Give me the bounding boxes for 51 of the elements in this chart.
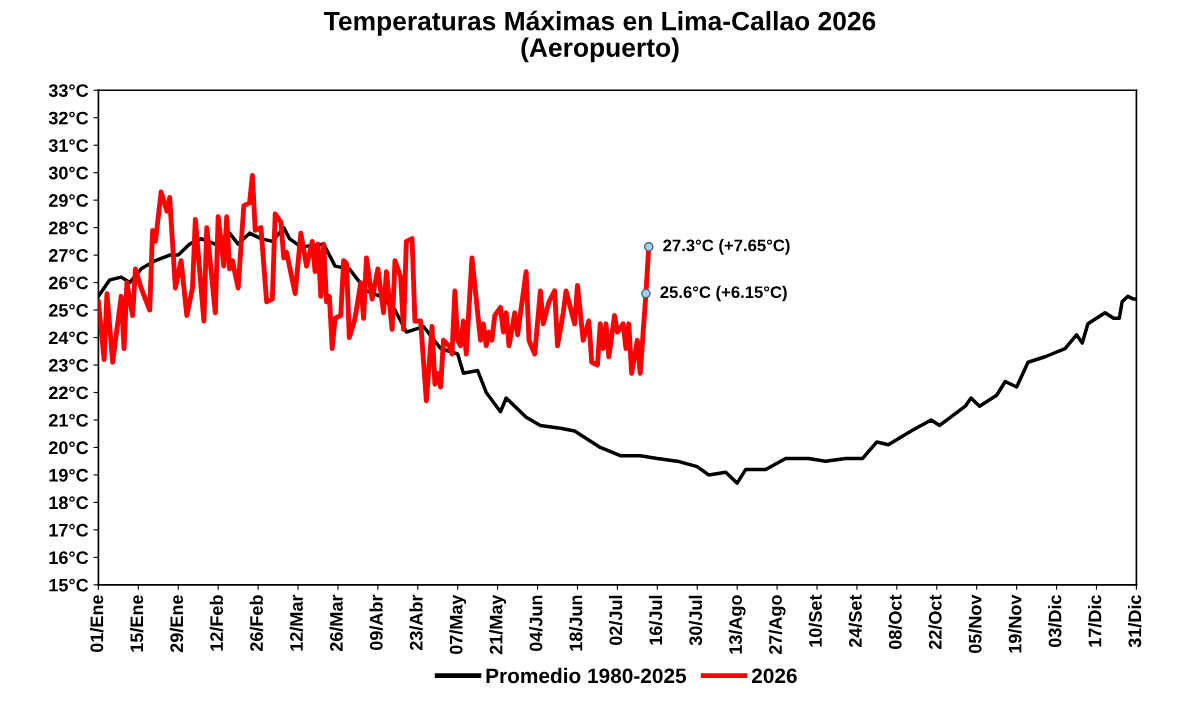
- x-tick-label: 04/Jun: [529, 595, 543, 652]
- x-tick-label: 03/Dic: [1048, 595, 1062, 648]
- y-tick-label: 17°C: [49, 523, 89, 537]
- y-tick-label: 27°C: [48, 249, 89, 262]
- x-tick-label: 15/Ene: [129, 595, 144, 652]
- y-tick-label: 22°C: [48, 386, 89, 400]
- y-tick-label: 23°C: [48, 358, 89, 372]
- legend-label: 2026: [751, 668, 797, 684]
- y-tick-label: 15°C: [49, 578, 89, 592]
- x-tick-label: 08/Oct: [888, 594, 902, 650]
- x-tick-label: 23/Abr: [409, 594, 423, 651]
- y-tick-label: 16°C: [49, 551, 89, 565]
- x-tick-label: 02/Jul: [608, 595, 623, 646]
- x-tick-label: 12/Feb: [209, 595, 224, 651]
- y-tick-label: 31°C: [48, 139, 89, 152]
- y-tick-label: 19°C: [49, 468, 89, 482]
- x-tick-label: 26/Mar: [329, 594, 343, 652]
- x-tick-label: 27/Ago: [768, 595, 786, 655]
- x-tick-label: 26/Feb: [249, 595, 264, 652]
- y-tick-label: 26°C: [48, 276, 89, 290]
- legend-label: Promedio 1980-2025: [486, 667, 687, 684]
- x-tick-label: 21/May: [489, 594, 507, 655]
- y-tick-label: 30°C: [48, 166, 89, 180]
- x-tick-label: 13/Ago: [728, 595, 746, 654]
- y-tick-label: 29°C: [48, 194, 89, 207]
- x-tick-label: 24/Set: [848, 594, 862, 648]
- x-tick-label: 29/Ene: [169, 595, 184, 653]
- x-tick-label: 31/Dic: [1127, 595, 1142, 648]
- annotation: 25.6°C (+6.15°C): [660, 285, 787, 302]
- x-tick-label: 01/Ene: [89, 595, 104, 653]
- x-tick-label: 22/Oct: [928, 594, 942, 650]
- x-tick-label: 30/Jul: [688, 595, 703, 646]
- x-tick-label: 12/Mar: [289, 594, 304, 651]
- y-tick-label: 24°C: [48, 331, 89, 345]
- x-tick-label: 17/Dic: [1088, 595, 1102, 647]
- x-tick-label: 07/May: [449, 594, 467, 655]
- x-tick-label: 19/Nov: [1008, 594, 1022, 653]
- x-tick-label: 05/Nov: [968, 594, 982, 654]
- y-tick-label: 25°C: [48, 303, 89, 317]
- y-tick-label: 33°C: [48, 84, 89, 97]
- x-tick-label: 10/Set: [808, 594, 823, 647]
- y-tick-label: 18°C: [49, 496, 89, 510]
- y-tick-label: 21°C: [48, 413, 89, 427]
- x-tick-label: 09/Abr: [369, 594, 383, 651]
- x-tick-label: 16/Jul: [648, 595, 663, 645]
- annotation: 27.3°C (+7.65°C): [663, 239, 790, 255]
- x-tick-label: 18/Jun: [569, 595, 583, 651]
- y-tick-label: 20°C: [48, 441, 89, 455]
- y-tick-label: 28°C: [48, 221, 89, 235]
- y-tick-label: 32°C: [48, 111, 89, 125]
- chart-title: Temperaturas Máximas en Lima-Callao 2026 (Aeropuerto): [324, 10, 876, 63]
